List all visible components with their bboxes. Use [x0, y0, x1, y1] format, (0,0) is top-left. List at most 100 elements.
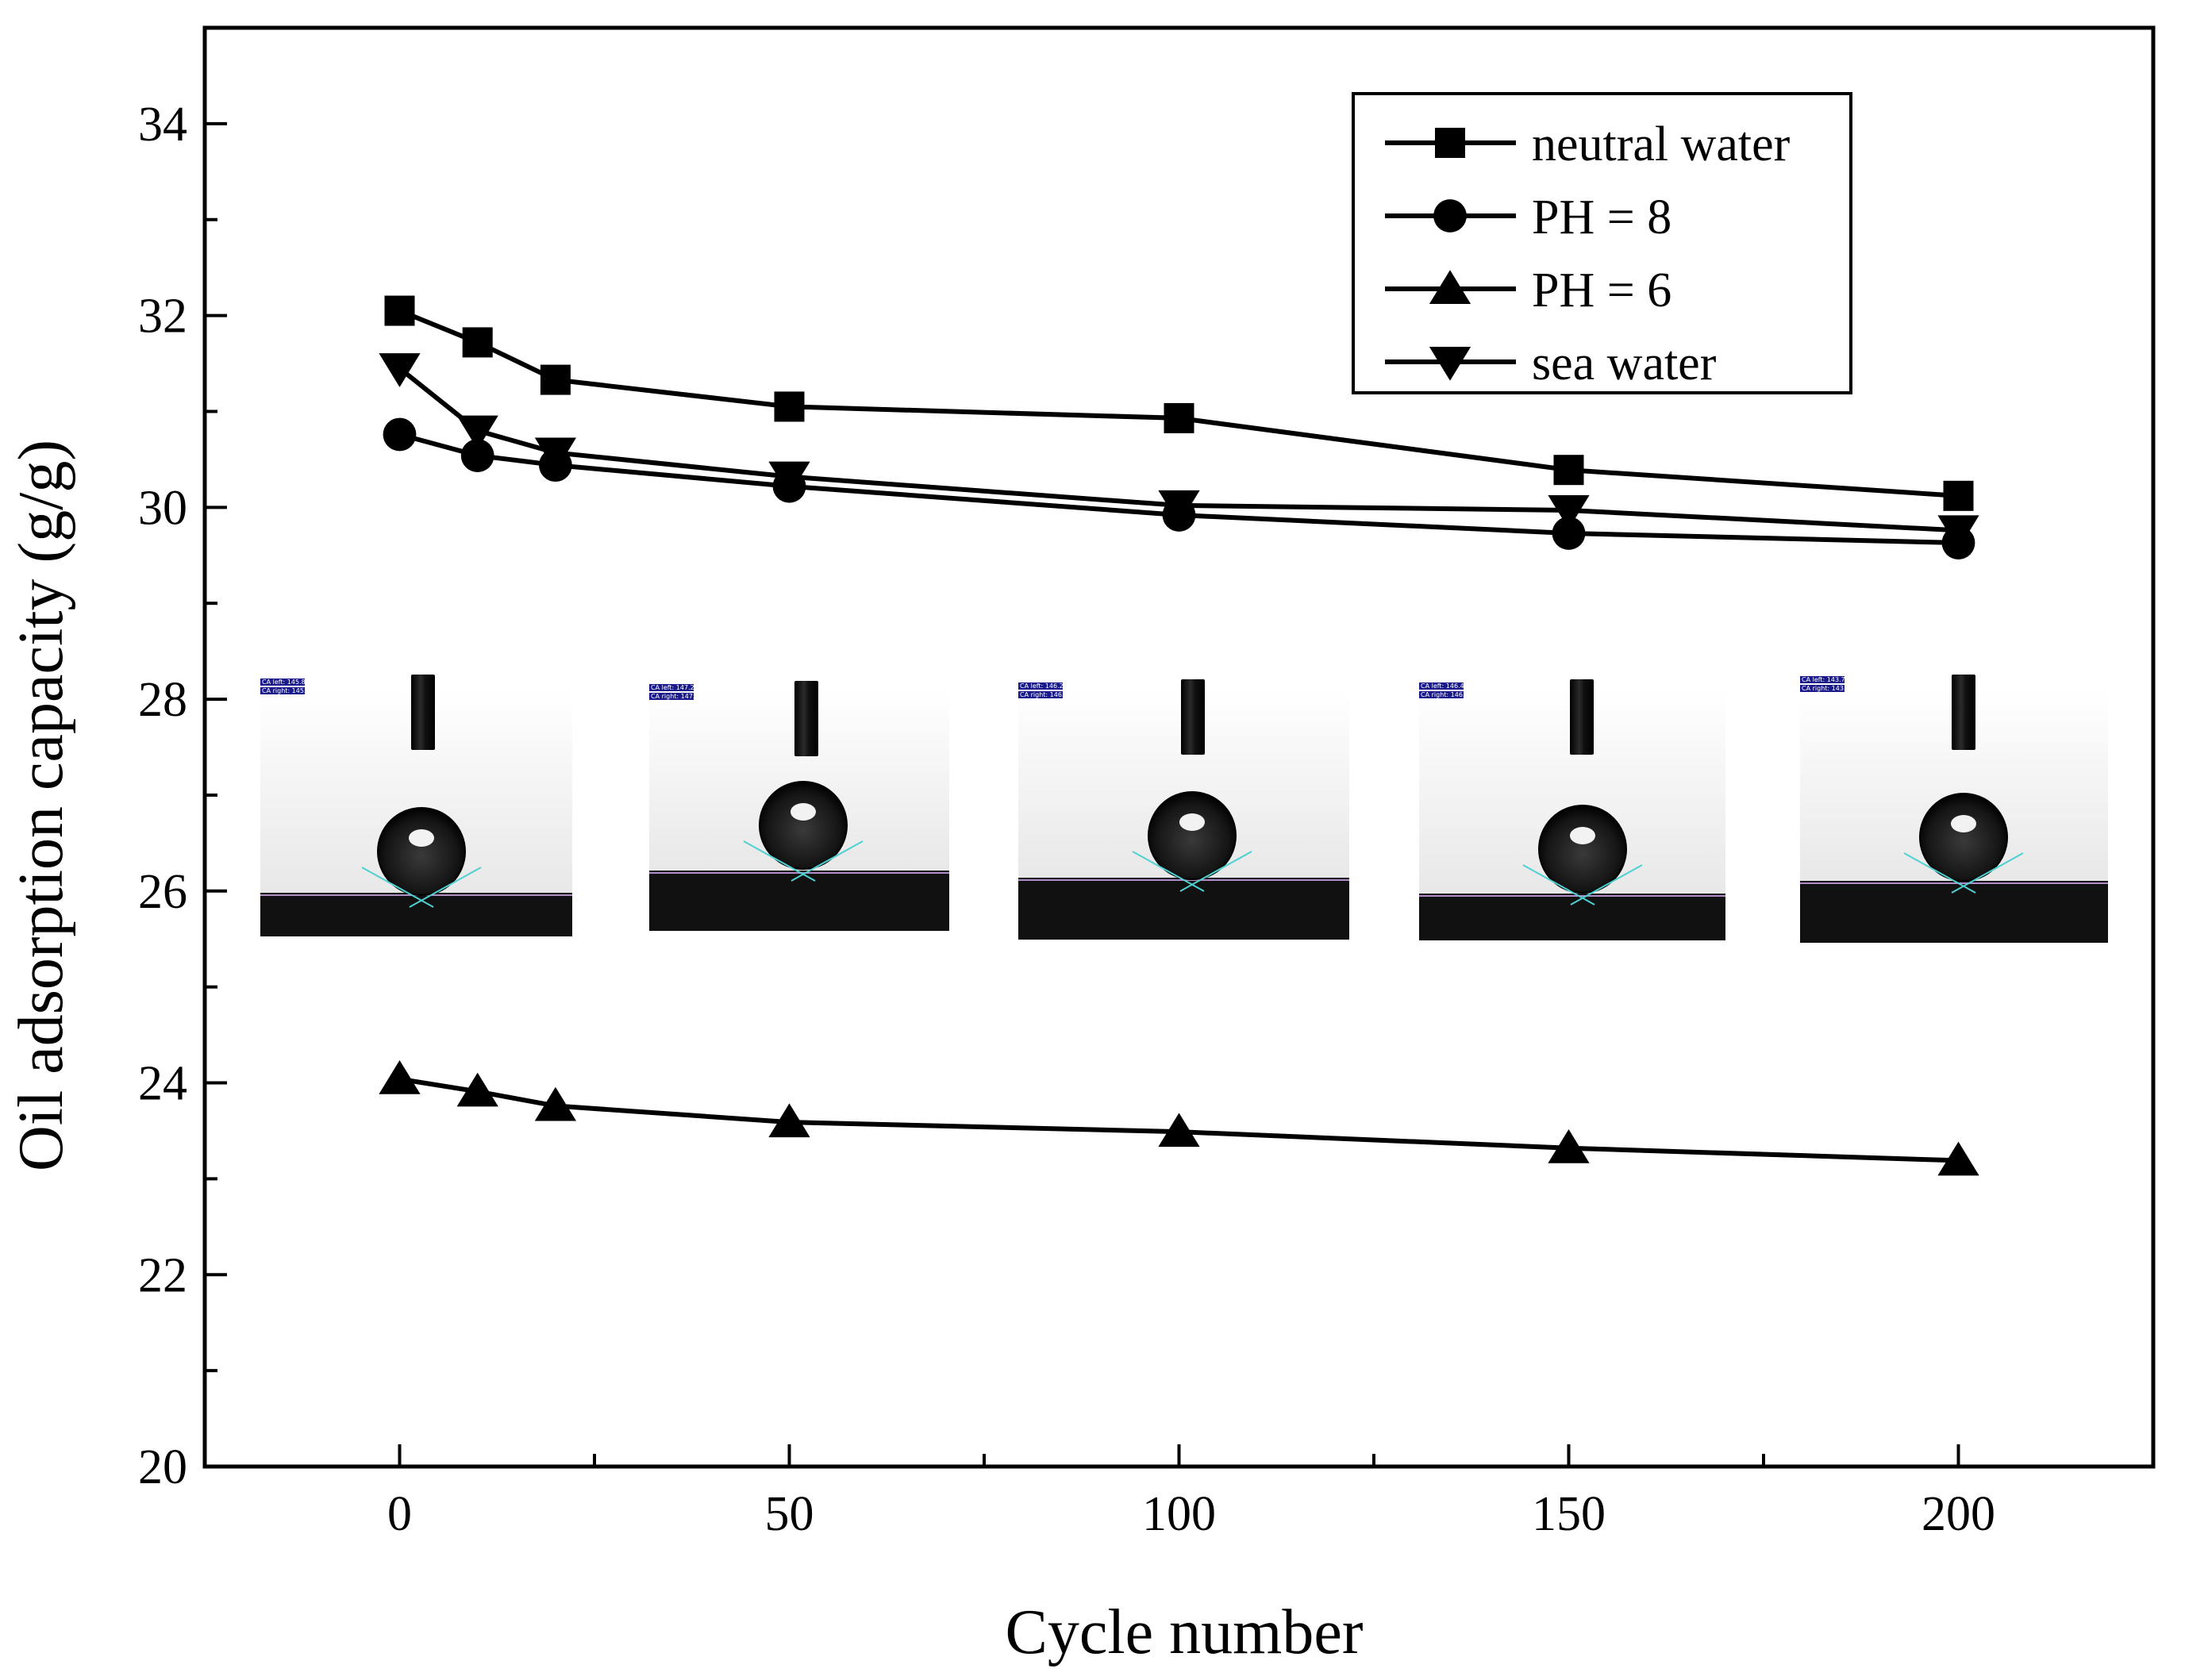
data-point-neutral-water — [774, 391, 805, 422]
legend-label: PH = 6 — [1532, 263, 1671, 317]
series-ph-6 — [379, 1059, 1979, 1176]
data-point-ph-6 — [1158, 1113, 1200, 1148]
data-point-ph-8 — [383, 417, 417, 452]
inset-needle — [794, 681, 818, 756]
inset-droplet-highlight — [1951, 815, 1976, 832]
y-tick-label: 32 — [138, 290, 187, 344]
inset-tangent-right — [791, 840, 864, 882]
contact-angle-200: CA left: 143.7° CA right: 143.1° — [1800, 675, 2108, 943]
y-tick-label: 28 — [138, 673, 187, 727]
series-neutral-water — [384, 295, 1974, 511]
data-point-sea-water — [1158, 490, 1200, 525]
inset-ca-left-box — [260, 679, 305, 686]
inset-substrate — [1018, 878, 1349, 940]
legend-marker-ph-6 — [1429, 270, 1471, 304]
inset-droplet-highlight — [409, 829, 434, 847]
series-ph-8 — [383, 417, 1975, 559]
y-tick-label: 20 — [138, 1440, 187, 1494]
data-point-ph-6 — [379, 1059, 421, 1094]
inset-ca-right-label: CA right: 146.1° — [1421, 691, 1472, 698]
data-point-ph-6 — [534, 1086, 577, 1121]
contact-angle-150: CA left: 146.4°CA right: 146.1° — [1419, 679, 1725, 940]
inset-droplet — [377, 807, 466, 896]
y-axis: 20 22 24 26 28 30 32 34 — [138, 98, 227, 1494]
inset-ca-right-label: CA right: 143.1° — [1802, 685, 1853, 692]
data-point-ph-8 — [460, 439, 494, 472]
x-axis: 0 50 100 150 200 — [387, 1444, 1995, 1541]
inset-needle — [411, 675, 435, 750]
inset-substrate — [1419, 894, 1725, 940]
inset-ca-left-box — [649, 684, 694, 691]
inset-ca-left-box — [1018, 682, 1063, 690]
legend-label: sea water — [1532, 336, 1717, 390]
x-tick-label: 200 — [1921, 1487, 1995, 1541]
inset-ca-right-box — [1419, 691, 1464, 698]
contact-angle-50: CA left: 147.2° CA right: 147.5° — [649, 681, 949, 931]
inset-droplet-highlight — [1570, 827, 1595, 844]
inset-ca-right-label: CA right: 145.6° — [262, 687, 314, 694]
inset-droplet — [1538, 805, 1627, 894]
x-axis-title: Cycle number — [1006, 1597, 1364, 1667]
inset-ca-left-label: CA left: 147.2° — [651, 684, 698, 691]
data-point-ph-6 — [1548, 1128, 1590, 1163]
inset-tangent-right — [409, 867, 482, 908]
inset-ca-right-label: CA right: 146.0° — [1020, 691, 1071, 698]
data-point-sea-water — [1937, 515, 1979, 550]
contact-angle-0: CA left: 145.8°CA right: 145.6° — [260, 675, 572, 936]
legend-entry-sea-water: sea water — [1385, 336, 1717, 390]
y-axis-title: Oil adsorption capacity (g/g) — [6, 440, 76, 1171]
inset-ca-right-label: CA right: 147.5° — [651, 693, 702, 700]
data-point-neutral-water — [1943, 480, 1974, 511]
data-point-ph-6 — [456, 1072, 498, 1107]
y-tick-label: 34 — [138, 98, 187, 152]
data-point-neutral-water — [540, 364, 571, 395]
data-point-sea-water — [1548, 494, 1590, 529]
data-point-neutral-water — [1553, 455, 1584, 486]
inset-droplet — [1919, 793, 2008, 882]
data-point-ph-8 — [1552, 517, 1586, 550]
data-point-sea-water — [768, 461, 810, 496]
inset-substrate — [1800, 881, 2108, 943]
data-series — [379, 295, 1979, 1176]
legend-marker-neutral-water — [1435, 128, 1465, 158]
data-point-sea-water — [534, 437, 577, 472]
y-tick-label: 30 — [138, 481, 187, 535]
data-point-sea-water — [456, 415, 498, 450]
inset-ca-right-box — [260, 687, 305, 694]
x-tick-label: 50 — [765, 1487, 814, 1541]
data-point-ph-6 — [768, 1103, 810, 1138]
x-tick-label: 150 — [1532, 1487, 1606, 1541]
inset-droplet — [1148, 791, 1237, 880]
data-point-neutral-water — [462, 327, 493, 358]
series-sea-water — [379, 353, 1979, 550]
legend-entry-ph-6: PH = 6 — [1385, 263, 1671, 317]
contact-angle-insets: CA left: 145.8°CA right: 145.6° CA left: … — [260, 675, 2108, 943]
inset-droplet-highlight — [791, 803, 816, 821]
contact-angle-100: CA left: 146.2°CA right: 146.0° — [1018, 679, 1349, 940]
inset-ca-left-label: CA left: 143.7° — [1802, 676, 1848, 683]
inset-droplet-highlight — [1179, 813, 1205, 831]
data-point-sea-water — [379, 353, 421, 387]
inset-ca-right-box — [1800, 685, 1845, 692]
x-tick-label: 0 — [387, 1487, 412, 1541]
legend-entry-neutral-water: neutral water — [1385, 117, 1791, 171]
data-point-ph-6 — [1937, 1141, 1979, 1176]
x-tick-label: 100 — [1142, 1487, 1216, 1541]
data-point-neutral-water — [384, 295, 415, 326]
inset-substrate — [649, 871, 949, 931]
y-tick-label: 24 — [138, 1057, 187, 1111]
inset-needle — [1181, 679, 1205, 755]
inset-ca-left-label: CA left: 145.8° — [262, 679, 309, 686]
inset-needle — [1952, 675, 1975, 750]
legend-marker-ph-8 — [1433, 199, 1467, 233]
legend-label: PH = 8 — [1532, 190, 1671, 244]
legend-marker-sea-water — [1429, 347, 1471, 381]
inset-ca-left-label: CA left: 146.2° — [1020, 682, 1067, 690]
inset-ca-right-box — [1018, 691, 1063, 698]
inset-tangent-right — [1570, 864, 1643, 905]
y-tick-label: 26 — [138, 865, 187, 919]
legend-label: neutral water — [1532, 117, 1791, 171]
y-tick-label: 22 — [138, 1248, 187, 1302]
inset-tangent-right — [1951, 852, 2024, 894]
